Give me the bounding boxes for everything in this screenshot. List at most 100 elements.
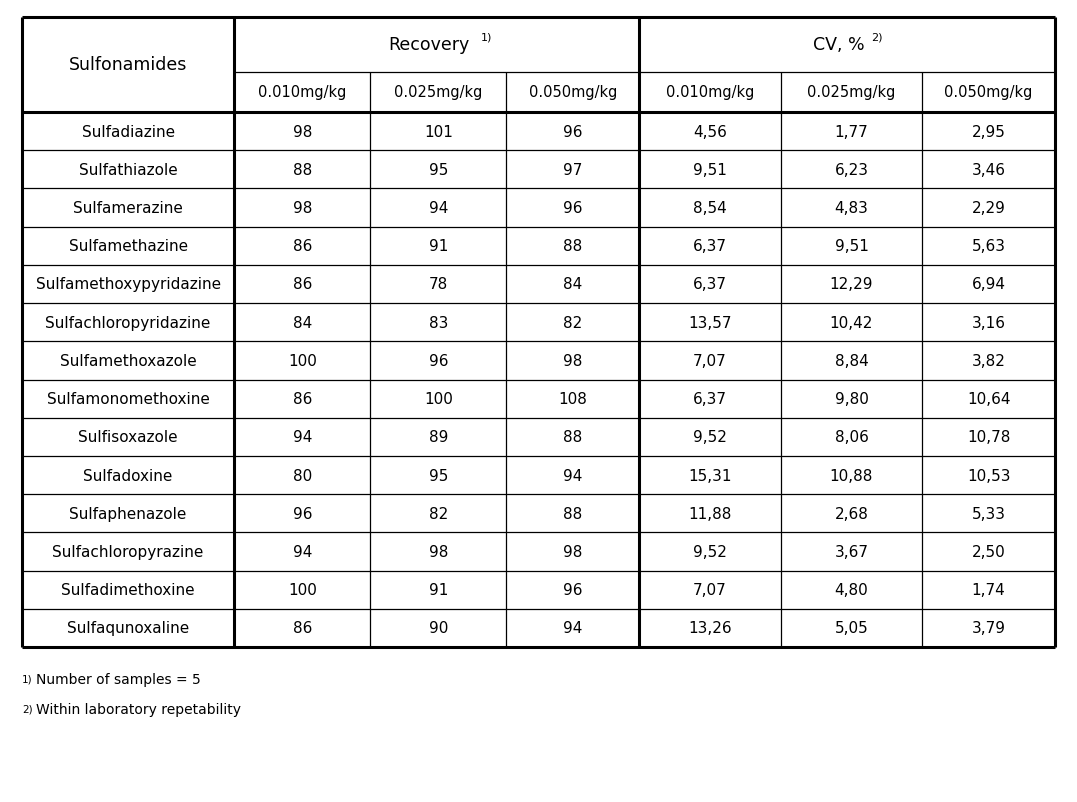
Text: 10,64: 10,64: [967, 391, 1010, 407]
Text: 86: 86: [293, 621, 312, 636]
Text: 10,53: 10,53: [967, 468, 1010, 483]
Text: CV, %: CV, %: [813, 36, 865, 55]
Text: 2,68: 2,68: [835, 506, 868, 521]
Text: 1): 1): [22, 674, 32, 684]
Text: 8,54: 8,54: [694, 200, 727, 216]
Text: 9,51: 9,51: [693, 163, 727, 177]
Text: 15,31: 15,31: [688, 468, 731, 483]
Text: 1,77: 1,77: [835, 124, 868, 140]
Text: 100: 100: [288, 582, 317, 597]
Text: Sulfamethazine: Sulfamethazine: [69, 239, 187, 254]
Text: 97: 97: [563, 163, 583, 177]
Text: 98: 98: [293, 124, 312, 140]
Text: 3,79: 3,79: [971, 621, 1006, 636]
Text: 88: 88: [293, 163, 312, 177]
Text: 13,26: 13,26: [688, 621, 731, 636]
Text: 0.050mg/kg: 0.050mg/kg: [945, 85, 1033, 100]
Text: 1): 1): [480, 32, 492, 43]
Text: 0.025mg/kg: 0.025mg/kg: [394, 85, 482, 100]
Text: 86: 86: [293, 239, 312, 254]
Text: 94: 94: [429, 200, 448, 216]
Text: 1,74: 1,74: [971, 582, 1006, 597]
Text: 9,52: 9,52: [693, 545, 727, 559]
Text: 96: 96: [429, 354, 448, 368]
Text: Sulfisoxazole: Sulfisoxazole: [79, 430, 178, 445]
Text: Sulfamonomethoxine: Sulfamonomethoxine: [46, 391, 210, 407]
Text: 2,29: 2,29: [971, 200, 1006, 216]
Text: 84: 84: [293, 315, 312, 330]
Text: 94: 94: [293, 545, 312, 559]
Text: 98: 98: [563, 545, 583, 559]
Text: 84: 84: [563, 277, 583, 292]
Text: 0.010mg/kg: 0.010mg/kg: [666, 85, 754, 100]
Text: 4,80: 4,80: [835, 582, 868, 597]
Text: Sulfaqunoxaline: Sulfaqunoxaline: [67, 621, 190, 636]
Text: 9,80: 9,80: [835, 391, 868, 407]
Text: 101: 101: [424, 124, 452, 140]
Text: 8,84: 8,84: [835, 354, 868, 368]
Text: 98: 98: [293, 200, 312, 216]
Text: 80: 80: [293, 468, 312, 483]
Text: 9,51: 9,51: [835, 239, 868, 254]
Text: 96: 96: [563, 582, 583, 597]
Text: 2): 2): [22, 704, 32, 714]
Text: 96: 96: [563, 124, 583, 140]
Text: 95: 95: [429, 163, 448, 177]
Text: Sulfathiazole: Sulfathiazole: [79, 163, 178, 177]
Text: 8,06: 8,06: [835, 430, 868, 445]
Text: Sulfachloropyrazine: Sulfachloropyrazine: [53, 545, 204, 559]
Text: 4,83: 4,83: [835, 200, 868, 216]
Text: Sulfadiazine: Sulfadiazine: [82, 124, 174, 140]
Text: 94: 94: [293, 430, 312, 445]
Text: 91: 91: [429, 239, 448, 254]
Text: 5,33: 5,33: [971, 506, 1006, 521]
Text: 86: 86: [293, 391, 312, 407]
Text: Sulfonamides: Sulfonamides: [69, 56, 187, 75]
Text: Within laboratory repetability: Within laboratory repetability: [36, 702, 241, 716]
Text: 108: 108: [558, 391, 587, 407]
Text: 98: 98: [563, 354, 583, 368]
Text: 0.025mg/kg: 0.025mg/kg: [808, 85, 896, 100]
Text: 86: 86: [293, 277, 312, 292]
Text: 5,05: 5,05: [835, 621, 868, 636]
Text: 2,50: 2,50: [971, 545, 1006, 559]
Text: 82: 82: [429, 506, 448, 521]
Text: 10,42: 10,42: [829, 315, 873, 330]
Text: 96: 96: [563, 200, 583, 216]
Text: 6,37: 6,37: [693, 391, 727, 407]
Text: 6,37: 6,37: [693, 277, 727, 292]
Text: 96: 96: [293, 506, 312, 521]
Text: 7,07: 7,07: [694, 582, 727, 597]
Text: 88: 88: [563, 506, 583, 521]
Text: Sulfamerazine: Sulfamerazine: [73, 200, 183, 216]
Text: 9,52: 9,52: [693, 430, 727, 445]
Text: 10,78: 10,78: [967, 430, 1010, 445]
Text: 3,46: 3,46: [971, 163, 1006, 177]
Text: Sulfaphenazole: Sulfaphenazole: [69, 506, 186, 521]
Text: 3,16: 3,16: [971, 315, 1006, 330]
Text: 12,29: 12,29: [829, 277, 873, 292]
Text: 2): 2): [871, 32, 882, 43]
Text: 11,88: 11,88: [688, 506, 731, 521]
Text: 4,56: 4,56: [693, 124, 727, 140]
Text: 98: 98: [429, 545, 448, 559]
Text: Sulfamethoxazole: Sulfamethoxazole: [59, 354, 196, 368]
Text: Sulfadimethoxine: Sulfadimethoxine: [61, 582, 195, 597]
Text: Sulfadoxine: Sulfadoxine: [83, 468, 172, 483]
Text: 0.010mg/kg: 0.010mg/kg: [258, 85, 347, 100]
Text: Recovery: Recovery: [388, 36, 470, 55]
Text: 7,07: 7,07: [694, 354, 727, 368]
Text: 82: 82: [563, 315, 583, 330]
Text: Number of samples = 5: Number of samples = 5: [36, 672, 200, 687]
Text: 5,63: 5,63: [971, 239, 1006, 254]
Text: 3,67: 3,67: [835, 545, 868, 559]
Text: 10,88: 10,88: [829, 468, 873, 483]
Text: 78: 78: [429, 277, 448, 292]
Text: 88: 88: [563, 239, 583, 254]
Text: 90: 90: [429, 621, 448, 636]
Text: 13,57: 13,57: [688, 315, 731, 330]
Text: Sulfachloropyridazine: Sulfachloropyridazine: [45, 315, 211, 330]
Text: 94: 94: [563, 468, 583, 483]
Text: 2,95: 2,95: [971, 124, 1006, 140]
Text: 6,94: 6,94: [971, 277, 1006, 292]
